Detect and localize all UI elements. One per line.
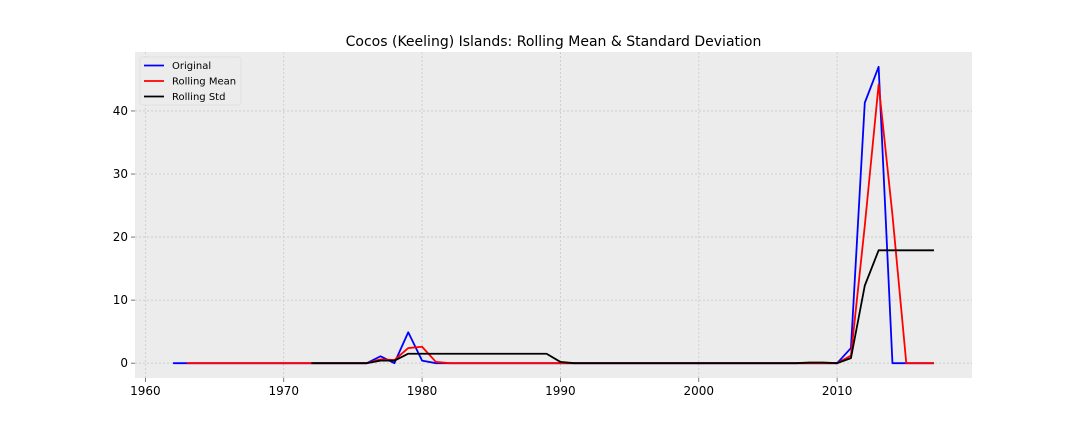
y-tick-label: 10 — [113, 293, 128, 307]
plot-area — [135, 52, 972, 378]
legend: Original Rolling Mean Rolling Std — [139, 56, 242, 106]
x-tick-label: 1970 — [268, 384, 299, 398]
x-tick-label: 1980 — [407, 384, 438, 398]
axis-ticks: 1960 1970 1980 1990 2000 2010 0 10 20 30 40 — [113, 104, 853, 398]
x-tick-label: 2000 — [683, 384, 714, 398]
y-tick-label: 30 — [113, 167, 128, 181]
legend-label-original: Original — [172, 61, 211, 72]
y-tick-label: 0 — [120, 356, 128, 370]
series-lines — [173, 65, 934, 365]
series-line-rolling-std — [311, 249, 934, 365]
chart-title: Cocos (Keeling) Islands: Rolling Mean & … — [346, 34, 762, 50]
x-tick-label: 1990 — [545, 384, 576, 398]
y-tick-label: 20 — [113, 230, 128, 244]
x-tick-label: 2010 — [822, 384, 853, 398]
legend-label-rolling-std: Rolling Std — [172, 92, 225, 103]
y-tick-label: 40 — [113, 104, 128, 118]
legend-label-rolling-mean: Rolling Mean — [172, 77, 236, 88]
legend-box — [139, 56, 242, 106]
x-tick-label: 1960 — [130, 384, 161, 398]
